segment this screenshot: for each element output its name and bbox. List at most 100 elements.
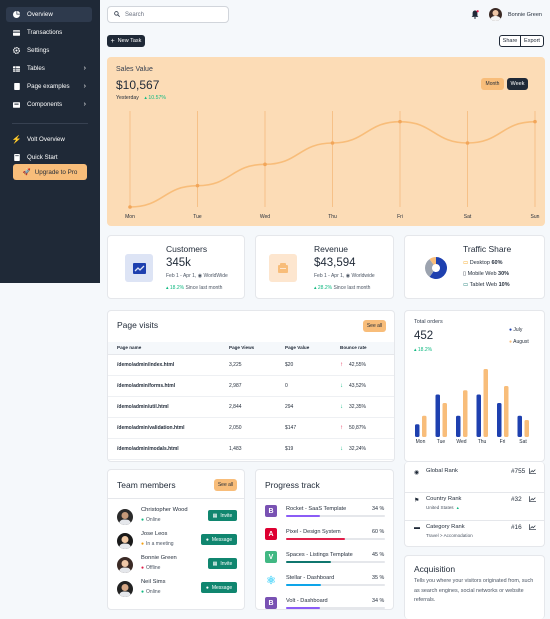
- avatar[interactable]: [117, 533, 133, 549]
- page-views-cell: 2,050: [229, 417, 285, 439]
- avatar[interactable]: [117, 509, 133, 525]
- x-tick-label: Sun: [531, 214, 540, 220]
- page-views-cell: 2,987: [229, 375, 285, 397]
- sidebar-item-settings[interactable]: Settings: [6, 43, 92, 58]
- tab-week[interactable]: Week: [507, 78, 528, 90]
- status-dot: ●: [141, 541, 145, 547]
- bar-august[interactable]: [422, 415, 427, 437]
- page-visits-see-all-button[interactable]: See all: [363, 320, 386, 332]
- x-tick-label: Mon: [125, 214, 135, 220]
- bootstrap-icon: B: [265, 505, 277, 517]
- customers-title: Customers: [166, 244, 208, 254]
- data-point[interactable]: [195, 183, 200, 188]
- vue-icon: V: [265, 551, 277, 563]
- chevron-right-icon: ›: [83, 101, 86, 108]
- revenue-change: ▴ 28.2% Since last month: [314, 285, 371, 291]
- data-point[interactable]: [398, 119, 402, 124]
- data-point[interactable]: [128, 205, 132, 209]
- rank-label: Country Rank: [426, 496, 462, 502]
- customers-period: Feb 1 - Apr 1, ◉ WorldWide: [166, 273, 228, 279]
- message-button[interactable]: ● Message: [201, 582, 237, 593]
- bounce-rate-cell: ↑ 50,87%: [340, 417, 394, 439]
- bar-august[interactable]: [483, 369, 489, 437]
- page-name-cell[interactable]: /demo/admin/index.html: [108, 354, 229, 376]
- bar-july[interactable]: [517, 415, 523, 437]
- bounce-rate-cell: ↓ 32,35%: [340, 396, 394, 418]
- bar-august[interactable]: [463, 390, 468, 437]
- box-icon: [13, 101, 20, 108]
- x-tick-label: Wed: [260, 214, 270, 220]
- progress-value: 35 %: [372, 575, 385, 581]
- search-input[interactable]: Search: [107, 6, 229, 23]
- table-row: /demo/admin/util.html 2,844 294 ↓ 32,35%: [108, 396, 394, 418]
- sidebar-item-tables[interactable]: Tables ›: [6, 61, 92, 76]
- rank-label: Global Rank: [426, 468, 458, 474]
- bar-august[interactable]: [524, 420, 530, 437]
- sidebar-item-transactions[interactable]: Transactions: [6, 25, 92, 40]
- bar-july[interactable]: [497, 403, 502, 437]
- customers-change: ▴ 18.2% Since last month: [166, 285, 223, 291]
- bar-july[interactable]: [456, 415, 461, 437]
- arrow-up-icon: ↑: [340, 424, 343, 431]
- data-point[interactable]: [330, 141, 335, 145]
- sales-line-chart: Mon Tue Wed Thu Fri Sat Sun: [125, 111, 540, 220]
- revenue-period: Feb 1 - Apr 1, ◉ Worldwide: [314, 273, 375, 279]
- notification-bell-icon[interactable]: [471, 10, 479, 21]
- x-tick-label: Fri: [500, 439, 506, 445]
- divider: [405, 520, 544, 521]
- divider: [256, 498, 393, 499]
- bar-july[interactable]: [476, 394, 482, 438]
- chart-icon: [529, 468, 536, 476]
- tab-month[interactable]: Month: [481, 78, 504, 90]
- sidebar-item-overview[interactable]: Overview: [6, 7, 92, 22]
- react-icon: ⚛: [266, 574, 276, 587]
- page-name-cell[interactable]: /demo/admin/util.html: [108, 396, 229, 418]
- divider: [12, 123, 88, 124]
- sidebar-item-volt-overview[interactable]: ⚡ Volt Overview: [11, 135, 65, 144]
- avatar[interactable]: [117, 557, 133, 573]
- member-name: Neil Sims: [141, 579, 166, 585]
- data-point[interactable]: [533, 119, 537, 124]
- team-see-all-button[interactable]: See all: [214, 479, 237, 491]
- bar-july[interactable]: [435, 394, 441, 438]
- new-task-button[interactable]: + New Task: [107, 35, 145, 47]
- x-tick-label: Sat: [464, 214, 472, 220]
- sales-value: $10,567: [116, 78, 160, 92]
- export-button[interactable]: Export: [520, 35, 544, 47]
- column-header: Page Views: [229, 342, 285, 355]
- bar-august[interactable]: [442, 403, 448, 437]
- avatar[interactable]: [489, 8, 502, 21]
- status-dot: ●: [141, 517, 145, 523]
- page-name-cell[interactable]: /demo/admin/modals.html: [108, 438, 229, 460]
- sidebar-item-quick-start[interactable]: Quick Start: [6, 150, 92, 165]
- invite-button[interactable]: ▦ Invite: [208, 558, 237, 569]
- legend-dot: ●: [509, 339, 513, 345]
- data-point[interactable]: [263, 162, 267, 167]
- upgrade-to-pro-button[interactable]: 🚀 Upgrade to Pro: [13, 164, 87, 180]
- sidebar-item-page-examples[interactable]: Page examples ›: [6, 79, 92, 94]
- pie-slice: [429, 257, 436, 265]
- page-name-cell[interactable]: /demo/admin/validation.html: [108, 417, 229, 439]
- bounce-rate-cell: ↑ 42,55%: [340, 354, 394, 376]
- avatar[interactable]: [117, 581, 133, 597]
- data-point[interactable]: [465, 141, 470, 145]
- book-icon: [13, 154, 20, 161]
- message-button[interactable]: ● Message: [201, 534, 237, 545]
- chevron-right-icon: ›: [83, 65, 86, 72]
- calendar-icon: ▦: [212, 560, 218, 567]
- page-name-cell[interactable]: /demo/admin/forms.html: [108, 375, 229, 397]
- invite-button[interactable]: ▦ Invite: [208, 510, 237, 521]
- acquisition-text: Tells you where your visitors originated…: [414, 578, 534, 603]
- chat-icon: ●: [205, 584, 209, 591]
- rank-value: #32: [511, 496, 522, 503]
- bar-july[interactable]: [415, 424, 420, 437]
- sidebar-item-components[interactable]: Components ›: [6, 97, 92, 112]
- divider: [405, 492, 544, 493]
- share-button[interactable]: Share: [499, 35, 521, 47]
- revenue-card: Revenue $43,594 Feb 1 - Apr 1, ◉ Worldwi…: [255, 235, 394, 299]
- legend-july: ● July: [509, 327, 523, 333]
- bar-august[interactable]: [504, 386, 509, 437]
- acquisition-card: Acquisition Tells you where your visitor…: [404, 555, 545, 619]
- page-value-cell: 294: [285, 396, 340, 418]
- acquisition-title: Acquisition: [414, 564, 456, 574]
